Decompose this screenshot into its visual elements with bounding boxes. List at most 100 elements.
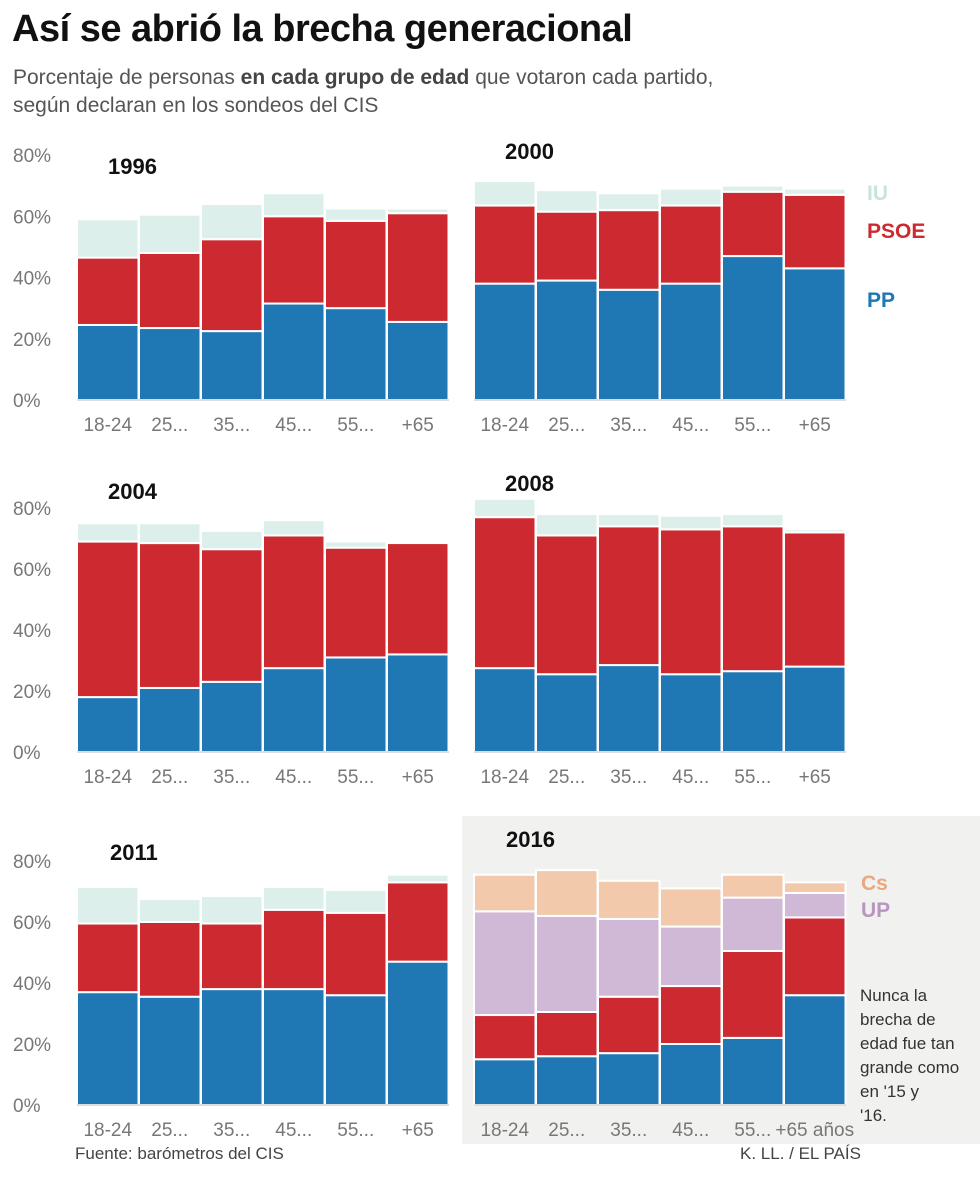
x-tick-label-2008-0: 18-24 <box>480 767 529 788</box>
bar-2000-psoe-4 <box>721 190 785 258</box>
bar-2016-pp-0 <box>473 1058 537 1106</box>
bar-2004-iu-3 <box>262 519 326 537</box>
bar-2000-pp-3 <box>659 282 723 401</box>
bar-2016-cs-1 <box>535 869 599 917</box>
bar-1996-psoe-0 <box>76 256 140 326</box>
bar-1996-psoe-3 <box>262 215 326 305</box>
bar-2008-iu-0 <box>473 497 537 519</box>
legend-iu: IU <box>867 182 888 205</box>
bar-1996-pp-4 <box>324 307 388 401</box>
bar-1996-pp-5 <box>386 320 450 401</box>
bar-2008-pp-3 <box>659 673 723 753</box>
annotation-2016: Nunca la brecha de edad fue tan grande como… <box>860 986 959 1125</box>
panel-title-2008: 2008 <box>505 471 554 496</box>
bar-2011-iu-1 <box>138 898 202 923</box>
x-tick-label-1996-5: +65 <box>402 415 434 436</box>
x-tick-label-2000-1: 25... <box>548 415 585 436</box>
bar-2004-iu-0 <box>76 522 140 543</box>
x-tick-label-2000-3: 45... <box>672 415 709 436</box>
y-tick-label-2004-0: 0% <box>13 743 41 764</box>
bar-2008-pp-0 <box>473 667 537 753</box>
bar-2000-pp-2 <box>597 288 661 401</box>
x-tick-label-2011-1: 25... <box>151 1120 188 1141</box>
bar-2008-iu-3 <box>659 514 723 531</box>
bar-2011-iu-2 <box>200 895 264 925</box>
x-tick-label-2000-4: 55... <box>734 415 771 436</box>
bar-2008-iu-5 <box>783 528 847 534</box>
panel-title-1996: 1996 <box>108 154 157 179</box>
x-tick-label-2004-3: 45... <box>275 767 312 788</box>
x-tick-label-1996-4: 55... <box>337 415 374 436</box>
bar-1996-iu-0 <box>76 218 140 259</box>
bar-2004-psoe-3 <box>262 534 326 670</box>
bar-2016-pp-5 <box>783 994 847 1107</box>
y-tick-label-1996-1: 20% <box>13 330 51 351</box>
x-tick-label-2000-2: 35... <box>610 415 647 436</box>
bar-2011-psoe-3 <box>262 908 326 991</box>
bar-2011-pp-5 <box>386 960 450 1107</box>
bar-1996-pp-2 <box>200 330 264 401</box>
bar-2016-psoe-0 <box>473 1014 537 1061</box>
y-tick-label-2011-3: 60% <box>13 913 51 934</box>
bar-2000-iu-0 <box>473 180 537 207</box>
x-tick-label-2008-4: 55... <box>734 767 771 788</box>
x-tick-label-2011-4: 55... <box>337 1120 374 1141</box>
x-tick-label-2004-0: 18-24 <box>83 767 132 788</box>
bar-2000-psoe-2 <box>597 209 661 291</box>
bar-2000-psoe-5 <box>783 193 847 270</box>
bar-2016-psoe-5 <box>783 916 847 997</box>
x-tick-label-2016-3: 45... <box>672 1120 709 1141</box>
y-tick-label-2004-4: 80% <box>13 499 51 520</box>
bar-2016-pp-3 <box>659 1043 723 1106</box>
bar-2008-psoe-1 <box>535 534 599 676</box>
bar-2004-pp-4 <box>324 656 388 754</box>
x-tick-label-2011-2: 35... <box>213 1120 250 1141</box>
panel-title-2016: 2016 <box>506 827 555 852</box>
bar-2016-cs-3 <box>659 887 723 928</box>
x-tick-label-2008-1: 25... <box>548 767 585 788</box>
bar-2000-iu-1 <box>535 189 599 213</box>
bar-2016-pp-4 <box>721 1036 785 1107</box>
bar-2016-psoe-4 <box>721 949 785 1039</box>
bar-2004-pp-3 <box>262 667 326 753</box>
bar-1996-iu-1 <box>138 213 202 254</box>
bar-2004-iu-2 <box>200 529 264 551</box>
source-note: Fuente: barómetros del CIS <box>75 1144 284 1163</box>
bar-1996-psoe-1 <box>138 252 202 330</box>
bar-2004-psoe-5 <box>386 542 450 656</box>
subtitle-end: que votaron cada partido, según declaran… <box>13 66 714 117</box>
bar-2008-pp-5 <box>783 665 847 753</box>
bar-2008-iu-1 <box>535 513 599 537</box>
bar-2000-pp-0 <box>473 282 537 401</box>
bar-2004-psoe-4 <box>324 546 388 659</box>
bar-2011-pp-2 <box>200 988 264 1106</box>
y-tick-label-2011-0: 0% <box>13 1096 41 1117</box>
bar-2011-psoe-2 <box>200 922 264 991</box>
y-tick-label-2011-1: 20% <box>13 1035 51 1056</box>
bar-2008-iu-2 <box>597 513 661 528</box>
x-tick-label-2008-5: +65 <box>799 767 831 788</box>
bar-2011-iu-3 <box>262 885 326 911</box>
x-tick-label-2011-0: 18-24 <box>83 1120 132 1141</box>
bar-2008-psoe-3 <box>659 528 723 676</box>
chart-title: Así se abrió la brecha generacional <box>12 8 633 50</box>
bar-2000-pp-4 <box>721 255 785 401</box>
legend-pp: PP <box>867 289 895 312</box>
credit-note: K. LL. / EL PAÍS <box>740 1144 861 1163</box>
bar-1996-iu-2 <box>200 203 264 241</box>
bar-1996-iu-4 <box>324 207 388 222</box>
bar-2016-cs-4 <box>721 873 785 899</box>
bar-2011-pp-0 <box>76 991 140 1107</box>
bar-1996-pp-0 <box>76 323 140 401</box>
x-tick-label-2000-5: +65 <box>799 415 831 436</box>
x-tick-label-1996-0: 18-24 <box>83 415 132 436</box>
bar-2011-pp-1 <box>138 995 202 1106</box>
bar-2004-psoe-2 <box>200 548 264 683</box>
bar-2016-psoe-2 <box>597 995 661 1055</box>
bar-2004-pp-1 <box>138 686 202 754</box>
bar-2000-psoe-1 <box>535 210 599 282</box>
annotation-line: brecha de <box>860 1010 936 1029</box>
panel-title-2000: 2000 <box>505 139 554 164</box>
bar-2000-iu-4 <box>721 184 785 193</box>
